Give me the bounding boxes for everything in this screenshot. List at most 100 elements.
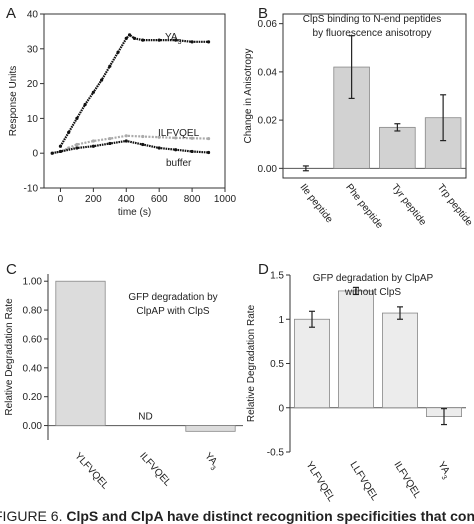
series-label-ilfvqel: ILFVQEL bbox=[158, 128, 200, 139]
y-tick-label: 0.20 bbox=[23, 392, 43, 403]
data-point bbox=[124, 139, 128, 143]
bar bbox=[185, 425, 236, 432]
data-point bbox=[127, 33, 132, 37]
x-category-label: ILFVQEL bbox=[391, 460, 422, 501]
chart-title-line: GFP degradation by ClpAP bbox=[313, 273, 434, 284]
x-category-label: Ile peptide bbox=[298, 182, 335, 225]
plot-frame bbox=[43, 13, 226, 189]
x-category-label: LLFVQEL bbox=[347, 460, 380, 503]
data-point bbox=[91, 144, 95, 148]
y-tick-label: 0.00 bbox=[23, 421, 43, 432]
data-point bbox=[157, 135, 161, 139]
y-tick-label: 1.00 bbox=[23, 277, 43, 288]
chart-title-line: ClpAP with ClpS bbox=[136, 306, 210, 317]
y-axis-label: Relative Degradation Rate bbox=[4, 298, 15, 416]
y-tick-label: 0.40 bbox=[23, 363, 43, 374]
figure-caption: FIGURE 6. ClpS and ClpA have distinct re… bbox=[0, 508, 474, 524]
series-line-2 bbox=[51, 134, 209, 155]
caption-prefix: FIGURE 6. bbox=[0, 508, 66, 524]
y-tick-label: 0 bbox=[278, 403, 284, 414]
y-axis-label: Relative Degradation Rate bbox=[246, 304, 257, 422]
x-category-label: Tyr peptide bbox=[389, 182, 428, 228]
data-point bbox=[190, 149, 194, 154]
y-tick-label: 0.00 bbox=[258, 164, 278, 175]
data-point bbox=[206, 136, 211, 141]
x-tick-label: 800 bbox=[184, 194, 201, 205]
x-tick-label: 200 bbox=[85, 194, 102, 205]
y-tick-label: 10 bbox=[27, 114, 39, 125]
data-point bbox=[124, 36, 128, 40]
plot-frame bbox=[282, 13, 467, 179]
x-tick-label: 1000 bbox=[214, 194, 237, 205]
bar bbox=[293, 318, 330, 409]
y-tick-label: 0.80 bbox=[23, 306, 43, 317]
y-tick-label: 0.02 bbox=[258, 116, 278, 127]
panel-letter-a: A bbox=[6, 5, 16, 22]
data-point bbox=[132, 36, 137, 40]
data-point bbox=[58, 149, 63, 154]
data-point bbox=[157, 146, 161, 150]
data-point bbox=[50, 151, 54, 155]
y-tick-label: -0.5 bbox=[267, 448, 285, 459]
bar bbox=[337, 290, 374, 409]
x-category-label: YLFVQEL bbox=[72, 451, 111, 492]
data-point bbox=[141, 134, 145, 139]
data-point bbox=[83, 102, 87, 107]
data-point bbox=[108, 64, 112, 68]
x-category-label: YLFVQEL bbox=[303, 460, 336, 504]
data-point bbox=[174, 136, 178, 140]
y-tick-label: 30 bbox=[27, 44, 39, 55]
data-point bbox=[75, 142, 79, 147]
data-point bbox=[190, 40, 194, 44]
y-tick-label: 1.5 bbox=[270, 271, 284, 282]
x-category-label: Trp peptide bbox=[435, 182, 474, 229]
data-point bbox=[206, 40, 211, 44]
y-tick-label: 40 bbox=[27, 10, 39, 21]
x-tick-label: 400 bbox=[118, 194, 135, 205]
data-point bbox=[108, 136, 112, 141]
panel-letter-b: B bbox=[258, 5, 268, 22]
data-point bbox=[157, 38, 161, 42]
data-point bbox=[67, 130, 71, 134]
y-tick-label: 0.60 bbox=[23, 334, 43, 345]
data-point bbox=[58, 144, 63, 148]
data-point bbox=[116, 50, 120, 54]
data-point bbox=[206, 150, 211, 155]
y-axis-label: Change in Anisotropy bbox=[243, 48, 254, 143]
x-axis-label: time (s) bbox=[118, 207, 151, 218]
bar bbox=[55, 280, 106, 426]
not-determined-label: ND bbox=[138, 412, 152, 423]
caption-bold: ClpS and ClpA have distinct recognition … bbox=[66, 508, 474, 524]
panel-letter-c: C bbox=[6, 261, 17, 278]
y-tick-label: 20 bbox=[27, 79, 39, 90]
y-tick-label: 0.04 bbox=[258, 67, 278, 78]
data-point bbox=[75, 116, 79, 120]
panel-d: D -0.5 0 0.5 1 1.5 YLFVQEL LLFVQEL ILFVQEL YA3 Rel… bbox=[246, 261, 466, 504]
series-line-1 bbox=[59, 33, 209, 147]
chart-title-line: ClpS binding to N-end peptides bbox=[303, 14, 441, 25]
data-point bbox=[91, 90, 95, 94]
chart-title-line: GFP degradation by bbox=[128, 292, 217, 303]
bar bbox=[379, 126, 416, 169]
x-tick-label: 600 bbox=[151, 194, 168, 205]
bar bbox=[381, 312, 418, 409]
y-tick-label: 0.06 bbox=[258, 19, 278, 30]
data-point bbox=[75, 146, 79, 150]
data-point bbox=[141, 38, 145, 42]
series-label-buffer: buffer bbox=[166, 158, 192, 169]
chart-title-line: by fluorescence anisotropy bbox=[313, 28, 432, 39]
data-point bbox=[174, 148, 178, 152]
x-category-label: Phe peptide bbox=[343, 182, 385, 231]
chart-title-line: without ClpS bbox=[344, 287, 401, 298]
data-point bbox=[99, 78, 104, 82]
y-tick-label: -10 bbox=[24, 184, 39, 195]
y-tick-label: 0.5 bbox=[270, 359, 284, 370]
data-point bbox=[91, 139, 95, 143]
data-point bbox=[124, 134, 128, 138]
data-point bbox=[190, 136, 194, 140]
x-category-label: YA3 bbox=[200, 451, 221, 472]
panel-letter-d: D bbox=[258, 261, 269, 278]
